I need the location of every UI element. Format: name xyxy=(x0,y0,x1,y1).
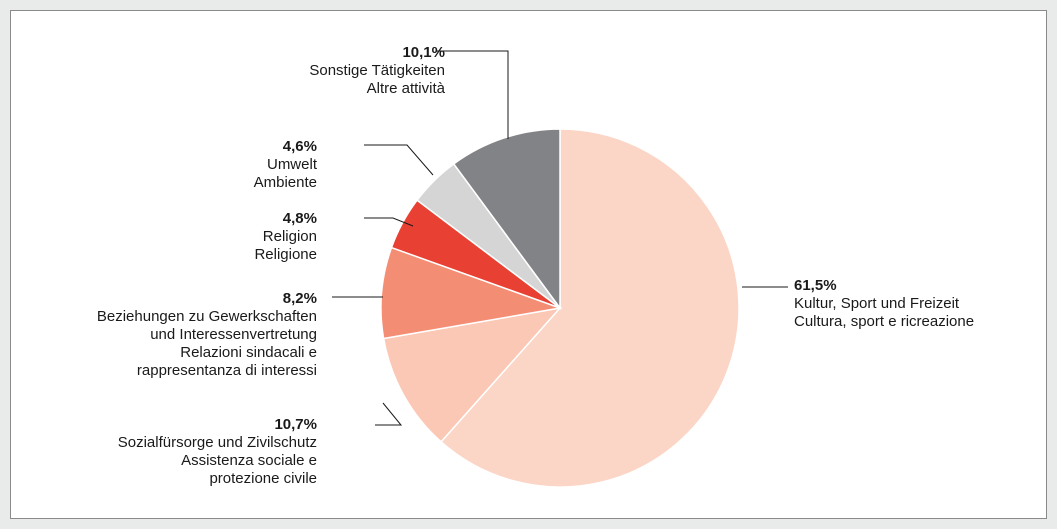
pie-slice-beziehungen xyxy=(380,246,563,340)
label-religion-line1: Religion xyxy=(262,228,317,245)
label-beziehungen-line2: und Interessenvertretung xyxy=(150,326,317,343)
label-religion-line2: Religione xyxy=(254,246,317,263)
label-umwelt-line1: Umwelt xyxy=(266,156,317,173)
label-sonstige-line2: Altre attività xyxy=(366,80,445,97)
label-sozial: 10,7% Sozialfürsorge und Zivilschutz Ass… xyxy=(118,416,317,488)
label-sonstige-pct: 10,1% xyxy=(402,44,445,61)
leader-line-umwelt xyxy=(364,144,434,176)
pie-slice-sozial xyxy=(382,306,562,443)
pie-slice-kultur xyxy=(440,128,740,488)
leader-line-sonstige xyxy=(436,50,509,139)
label-umwelt-pct: 4,6% xyxy=(282,138,317,155)
label-umwelt: 4,6% Umwelt Ambiente xyxy=(254,138,317,192)
label-religion: 4,8% Religion Religione xyxy=(254,210,317,264)
leader-line-religion xyxy=(364,217,414,227)
label-sozial-pct: 10,7% xyxy=(274,416,317,433)
label-kultur: 61,5% Kultur, Sport und Freizeit Cultura… xyxy=(794,277,974,331)
label-beziehungen-line3: Relazioni sindacali e xyxy=(180,344,317,361)
label-beziehungen-line1: Beziehungen zu Gewerkschaften xyxy=(96,308,317,325)
label-kultur-line2: Cultura, sport e ricreazione xyxy=(794,313,975,330)
label-religion-pct: 4,8% xyxy=(282,210,317,227)
label-sozial-line1: Sozialfürsorge und Zivilschutz xyxy=(117,434,317,451)
label-sonstige-line1: Sonstige Tätigkeiten xyxy=(309,62,445,79)
label-umwelt-line2: Ambiente xyxy=(253,174,317,191)
label-sonstige: 10,1% Sonstige Tätigkeiten Altre attivit… xyxy=(309,44,445,98)
label-kultur-line1: Kultur, Sport und Freizeit xyxy=(794,295,960,312)
label-sozial-line2: Assistenza sociale e xyxy=(181,452,317,469)
label-sozial-line3: protezione civile xyxy=(209,470,317,487)
label-beziehungen-line4: rappresentanza di interessi xyxy=(136,362,317,379)
leader-line-sozial xyxy=(375,402,403,426)
label-beziehungen: 8,2% Beziehungen zu Gewerkschaften und I… xyxy=(97,290,317,380)
label-kultur-pct: 61,5% xyxy=(794,277,837,294)
label-beziehungen-pct: 8,2% xyxy=(282,290,317,307)
pie-slice-sonstige xyxy=(452,128,561,311)
